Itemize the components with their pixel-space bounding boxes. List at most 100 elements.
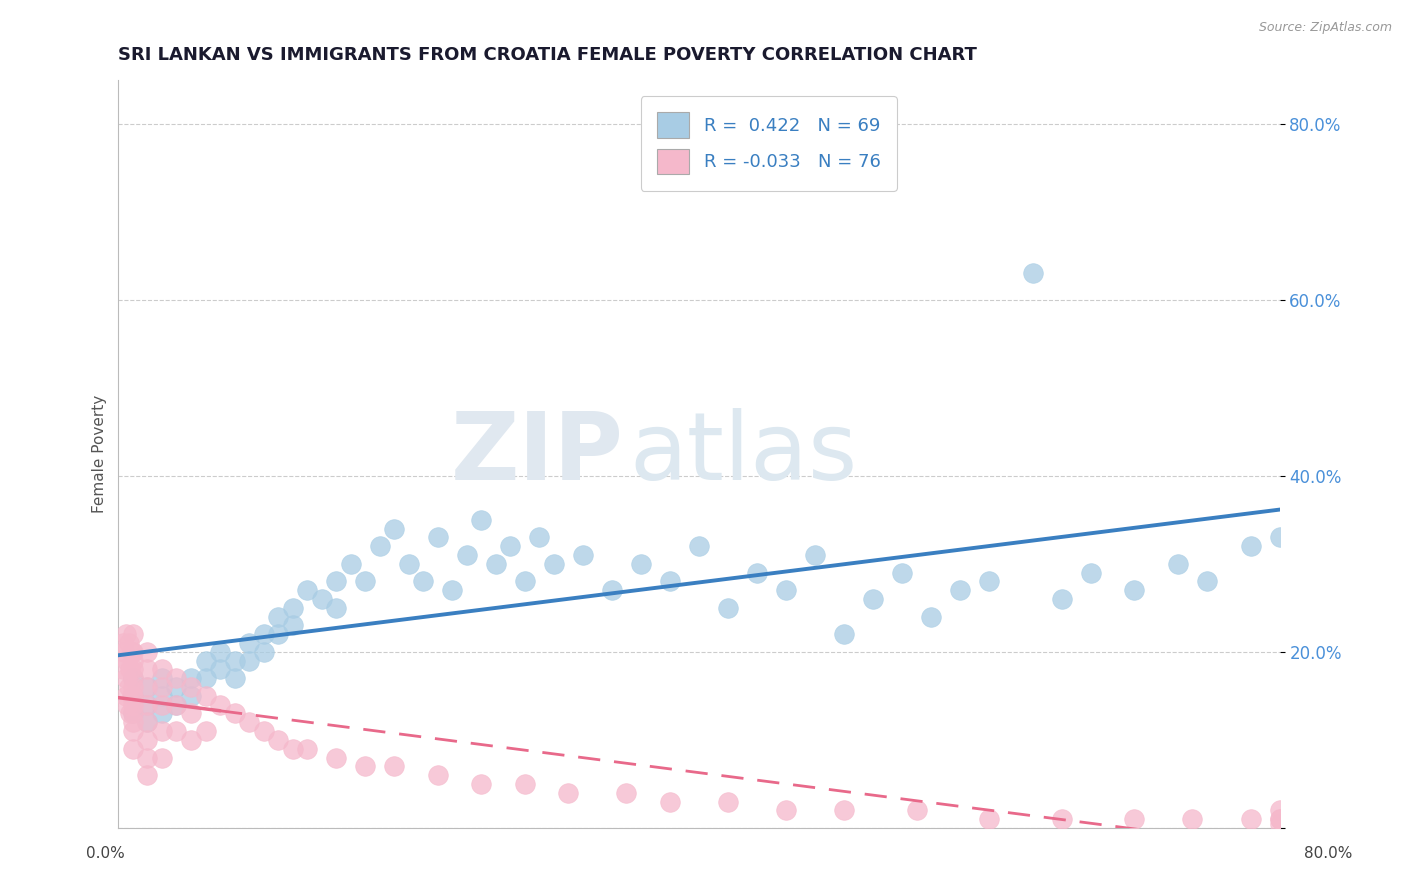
Point [209,645,232,659]
Point [267,627,290,641]
Point [150,724,173,739]
Point [136,698,159,712]
Point [238,654,260,668]
Point [426,531,449,545]
Point [150,671,173,685]
Point [456,548,478,562]
Point [529,531,551,545]
Point [122,715,145,730]
Point [1268,812,1291,826]
Point [267,609,290,624]
Point [1050,592,1073,607]
Point [368,539,391,553]
Point [775,583,797,598]
Point [354,759,377,773]
Point [166,680,188,694]
Point [150,750,173,764]
Text: 0.0%: 0.0% [86,847,125,861]
Point [136,768,159,782]
Point [194,654,217,668]
Point [112,645,135,659]
Point [426,768,449,782]
Point [180,732,202,747]
Point [979,574,1001,589]
Point [775,803,797,817]
Point [1022,266,1045,280]
Point [224,654,246,668]
Point [136,663,159,677]
Point [1181,812,1204,826]
Point [122,645,145,659]
Point [325,600,347,615]
Point [121,645,143,659]
Point [382,759,405,773]
Point [252,627,274,641]
Point [136,715,159,730]
Y-axis label: Female Poverty: Female Poverty [93,394,107,513]
Point [832,627,855,641]
Point [717,600,740,615]
Point [862,592,884,607]
Point [920,609,942,624]
Point [180,689,202,703]
Point [281,741,304,756]
Point [659,574,682,589]
Point [122,689,145,703]
Point [122,698,145,712]
Point [122,689,145,703]
Point [1123,812,1146,826]
Point [267,732,290,747]
Point [325,574,347,589]
Point [1195,574,1218,589]
Point [136,715,159,730]
Point [1268,803,1291,817]
Point [122,741,145,756]
Point [281,600,304,615]
Point [115,698,138,712]
Point [600,583,623,598]
Point [122,654,145,668]
Point [295,741,318,756]
Point [111,636,134,650]
Point [470,777,492,791]
Point [117,680,139,694]
Legend: R =  0.422   N = 69, R = -0.033   N = 76: R = 0.422 N = 69, R = -0.033 N = 76 [641,96,897,191]
Point [118,663,141,677]
Point [121,689,143,703]
Point [122,706,145,721]
Point [122,663,145,677]
Point [339,557,361,571]
Point [1239,812,1261,826]
Point [252,724,274,739]
Point [398,557,420,571]
Point [1167,557,1189,571]
Point [194,689,217,703]
Point [891,566,914,580]
Point [745,566,768,580]
Point [114,689,136,703]
Point [136,680,159,694]
Point [122,627,145,641]
Point [1268,816,1291,830]
Point [150,663,173,677]
Point [557,786,579,800]
Text: SRI LANKAN VS IMMIGRANTS FROM CROATIA FEMALE POVERTY CORRELATION CHART: SRI LANKAN VS IMMIGRANTS FROM CROATIA FE… [118,46,977,64]
Point [382,522,405,536]
Point [513,777,536,791]
Point [166,698,188,712]
Point [238,636,260,650]
Point [616,786,638,800]
Point [118,706,141,721]
Point [166,698,188,712]
Point [949,583,972,598]
Point [166,724,188,739]
Point [150,698,173,712]
Point [180,671,202,685]
Point [717,795,740,809]
Point [659,795,682,809]
Point [354,574,377,589]
Point [1123,583,1146,598]
Point [117,636,139,650]
Point [1268,531,1291,545]
Point [122,671,145,685]
